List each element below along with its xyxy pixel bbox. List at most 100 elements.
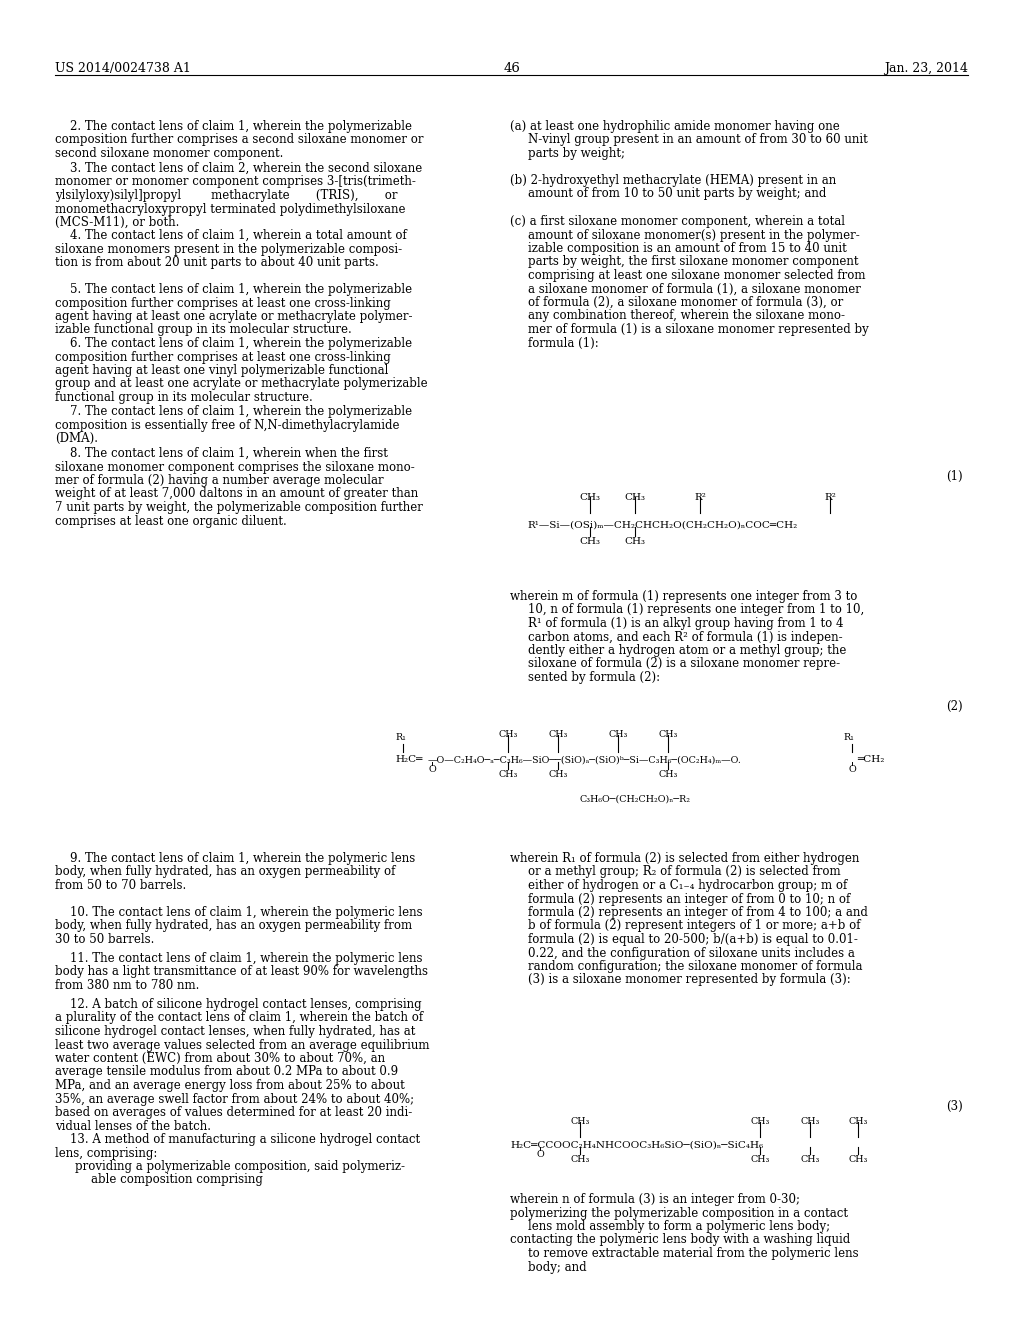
Text: formula (1):: formula (1):: [528, 337, 599, 350]
Text: Jan. 23, 2014: Jan. 23, 2014: [884, 62, 968, 75]
Text: 12. A batch of silicone hydrogel contact lenses, comprising: 12. A batch of silicone hydrogel contact…: [55, 998, 422, 1011]
Text: water content (EWC) from about 30% to about 70%, an: water content (EWC) from about 30% to ab…: [55, 1052, 385, 1065]
Text: any combination thereof, wherein the siloxane mono-: any combination thereof, wherein the sil…: [528, 309, 845, 322]
Text: formula (2) is equal to 20-500; b/(a+b) is equal to 0.01-: formula (2) is equal to 20-500; b/(a+b) …: [528, 933, 858, 946]
Text: CH₃: CH₃: [580, 492, 600, 502]
Text: O: O: [428, 766, 436, 774]
Text: to remove extractable material from the polymeric lens: to remove extractable material from the …: [528, 1247, 859, 1261]
Text: parts by weight;: parts by weight;: [528, 147, 625, 160]
Text: from 380 nm to 780 nm.: from 380 nm to 780 nm.: [55, 979, 200, 993]
Text: (1): (1): [946, 470, 963, 483]
Text: O: O: [848, 766, 856, 774]
Text: from 50 to 70 barrels.: from 50 to 70 barrels.: [55, 879, 186, 892]
Text: (a) at least one hydrophilic amide monomer having one: (a) at least one hydrophilic amide monom…: [510, 120, 840, 133]
Text: composition further comprises a second siloxane monomer or: composition further comprises a second s…: [55, 133, 424, 147]
Text: O: O: [537, 1150, 544, 1159]
Text: 3. The contact lens of claim 2, wherein the second siloxane: 3. The contact lens of claim 2, wherein …: [55, 162, 422, 176]
Text: parts by weight, the first siloxane monomer component: parts by weight, the first siloxane mono…: [528, 256, 858, 268]
Text: polymerizing the polymerizable composition in a contact: polymerizing the polymerizable compositi…: [510, 1206, 848, 1220]
Text: body; and: body; and: [528, 1261, 587, 1274]
Text: R₁: R₁: [395, 733, 406, 742]
Text: (c) a first siloxane monomer component, wherein a total: (c) a first siloxane monomer component, …: [510, 215, 845, 228]
Text: 46: 46: [504, 62, 520, 75]
Text: CH₃: CH₃: [658, 730, 678, 739]
Text: siloxane of formula (2) is a siloxane monomer repre-: siloxane of formula (2) is a siloxane mo…: [528, 657, 840, 671]
Text: formula (2) represents an integer of from 4 to 100; a and: formula (2) represents an integer of fro…: [528, 906, 868, 919]
Text: contacting the polymeric lens body with a washing liquid: contacting the polymeric lens body with …: [510, 1233, 850, 1246]
Text: dently either a hydrogen atom or a methyl group; the: dently either a hydrogen atom or a methy…: [528, 644, 847, 657]
Text: mer of formula (2) having a number average molecular: mer of formula (2) having a number avera…: [55, 474, 384, 487]
Text: H₂C═: H₂C═: [395, 755, 422, 764]
Text: CH₃: CH₃: [548, 770, 567, 779]
Text: or a methyl group; R₂ of formula (2) is selected from: or a methyl group; R₂ of formula (2) is …: [528, 866, 841, 879]
Text: wherein R₁ of formula (2) is selected from either hydrogen: wherein R₁ of formula (2) is selected fr…: [510, 851, 859, 865]
Text: b of formula (2) represent integers of 1 or more; a+b of: b of formula (2) represent integers of 1…: [528, 920, 860, 932]
Text: body has a light transmittance of at least 90% for wavelengths: body has a light transmittance of at lea…: [55, 965, 428, 978]
Text: 4. The contact lens of claim 1, wherein a total amount of: 4. The contact lens of claim 1, wherein …: [55, 228, 407, 242]
Text: N-vinyl group present in an amount of from 30 to 60 unit: N-vinyl group present in an amount of fr…: [528, 133, 867, 147]
Text: CH₃: CH₃: [751, 1155, 770, 1164]
Text: 13. A method of manufacturing a silicone hydrogel contact: 13. A method of manufacturing a silicone…: [55, 1133, 420, 1146]
Text: wherein n of formula (3) is an integer from 0-30;: wherein n of formula (3) is an integer f…: [510, 1193, 800, 1206]
Text: wherein m of formula (1) represents one integer from 3 to: wherein m of formula (1) represents one …: [510, 590, 857, 603]
Text: least two average values selected from an average equilibrium: least two average values selected from a…: [55, 1039, 429, 1052]
Text: sented by formula (2):: sented by formula (2):: [528, 671, 660, 684]
Text: vidual lenses of the batch.: vidual lenses of the batch.: [55, 1119, 211, 1133]
Text: agent having at least one vinyl polymerizable functional: agent having at least one vinyl polymeri…: [55, 364, 388, 378]
Text: (2): (2): [946, 700, 963, 713]
Text: ═CH₂: ═CH₂: [857, 755, 885, 764]
Text: silicone hydrogel contact lenses, when fully hydrated, has at: silicone hydrogel contact lenses, when f…: [55, 1026, 416, 1038]
Text: amount of siloxane monomer(s) present in the polymer-: amount of siloxane monomer(s) present in…: [528, 228, 860, 242]
Text: composition further comprises at least one cross-linking: composition further comprises at least o…: [55, 351, 391, 363]
Text: body, when fully hydrated, has an oxygen permeability of: body, when fully hydrated, has an oxygen…: [55, 866, 395, 879]
Text: composition further comprises at least one cross-linking: composition further comprises at least o…: [55, 297, 391, 309]
Text: able composition comprising: able composition comprising: [91, 1173, 263, 1187]
Text: formula (2) represents an integer of from 0 to 10; n of: formula (2) represents an integer of fro…: [528, 892, 850, 906]
Text: R¹ of formula (1) is an alkyl group having from 1 to 4: R¹ of formula (1) is an alkyl group havi…: [528, 616, 844, 630]
Text: weight of at least 7,000 daltons in an amount of greater than: weight of at least 7,000 daltons in an a…: [55, 487, 418, 500]
Text: CH₃: CH₃: [548, 730, 567, 739]
Text: based on averages of values determined for at least 20 indi-: based on averages of values determined f…: [55, 1106, 413, 1119]
Text: comprising at least one siloxane monomer selected from: comprising at least one siloxane monomer…: [528, 269, 865, 282]
Text: R₁: R₁: [844, 733, 855, 742]
Text: body, when fully hydrated, has an oxygen permeability from: body, when fully hydrated, has an oxygen…: [55, 920, 412, 932]
Text: functional group in its molecular structure.: functional group in its molecular struct…: [55, 391, 312, 404]
Text: CH₃: CH₃: [848, 1155, 867, 1164]
Text: lens, comprising:: lens, comprising:: [55, 1147, 158, 1159]
Text: CH₃: CH₃: [608, 730, 628, 739]
Text: 7. The contact lens of claim 1, wherein the polymerizable: 7. The contact lens of claim 1, wherein …: [55, 405, 412, 418]
Text: siloxane monomer component comprises the siloxane mono-: siloxane monomer component comprises the…: [55, 461, 415, 474]
Text: —O—C₂H₄O─ₐ─C₃H₆—SiO──(SiO)ₐ─(SiO)ᵇ─Si—C₃H₆─(OC₂H₄)ₘ—O.: —O—C₂H₄O─ₐ─C₃H₆—SiO──(SiO)ₐ─(SiO)ᵇ─Si—C₃…: [428, 755, 741, 764]
Text: agent having at least one acrylate or methacrylate polymer-: agent having at least one acrylate or me…: [55, 310, 413, 323]
Text: comprises at least one organic diluent.: comprises at least one organic diluent.: [55, 515, 287, 528]
Text: second siloxane monomer component.: second siloxane monomer component.: [55, 147, 284, 160]
Text: composition is essentially free of N,N-dimethylacrylamide: composition is essentially free of N,N-d…: [55, 418, 399, 432]
Text: carbon atoms, and each R² of formula (1) is indepen-: carbon atoms, and each R² of formula (1)…: [528, 631, 843, 644]
Text: CH₃: CH₃: [801, 1155, 819, 1164]
Text: CH₃: CH₃: [848, 1117, 867, 1126]
Text: providing a polymerizable composition, said polymeriz-: providing a polymerizable composition, s…: [75, 1160, 406, 1173]
Text: 9. The contact lens of claim 1, wherein the polymeric lens: 9. The contact lens of claim 1, wherein …: [55, 851, 416, 865]
Text: monomethacryloxypropyl terminated polydimethylsiloxane: monomethacryloxypropyl terminated polydi…: [55, 202, 406, 215]
Text: R²: R²: [824, 492, 836, 502]
Text: CH₃: CH₃: [580, 537, 600, 546]
Text: CH₃: CH₃: [801, 1117, 819, 1126]
Text: CH₃: CH₃: [499, 770, 518, 779]
Text: (b) 2-hydroxyethyl methacrylate (HEMA) present in an: (b) 2-hydroxyethyl methacrylate (HEMA) p…: [510, 174, 837, 187]
Text: siloxane monomers present in the polymerizable composi-: siloxane monomers present in the polymer…: [55, 243, 402, 256]
Text: a plurality of the contact lens of claim 1, wherein the batch of: a plurality of the contact lens of claim…: [55, 1011, 423, 1024]
Text: 0.22, and the configuration of siloxane units includes a: 0.22, and the configuration of siloxane …: [528, 946, 855, 960]
Text: average tensile modulus from about 0.2 MPa to about 0.9: average tensile modulus from about 0.2 M…: [55, 1065, 398, 1078]
Text: CH₃: CH₃: [625, 492, 645, 502]
Text: 7 unit parts by weight, the polymerizable composition further: 7 unit parts by weight, the polymerizabl…: [55, 502, 423, 513]
Text: 10, n of formula (1) represents one integer from 1 to 10,: 10, n of formula (1) represents one inte…: [528, 603, 864, 616]
Text: MPa, and an average energy loss from about 25% to about: MPa, and an average energy loss from abo…: [55, 1078, 404, 1092]
Text: 11. The contact lens of claim 1, wherein the polymeric lens: 11. The contact lens of claim 1, wherein…: [55, 952, 423, 965]
Text: group and at least one acrylate or methacrylate polymerizable: group and at least one acrylate or metha…: [55, 378, 428, 391]
Text: 2. The contact lens of claim 1, wherein the polymerizable: 2. The contact lens of claim 1, wherein …: [55, 120, 412, 133]
Text: lens mold assembly to form a polymeric lens body;: lens mold assembly to form a polymeric l…: [528, 1220, 830, 1233]
Text: US 2014/0024738 A1: US 2014/0024738 A1: [55, 62, 190, 75]
Text: tion is from about 20 unit parts to about 40 unit parts.: tion is from about 20 unit parts to abou…: [55, 256, 379, 269]
Text: 5. The contact lens of claim 1, wherein the polymerizable: 5. The contact lens of claim 1, wherein …: [55, 282, 412, 296]
Text: amount of from 10 to 50 unit parts by weight; and: amount of from 10 to 50 unit parts by we…: [528, 187, 826, 201]
